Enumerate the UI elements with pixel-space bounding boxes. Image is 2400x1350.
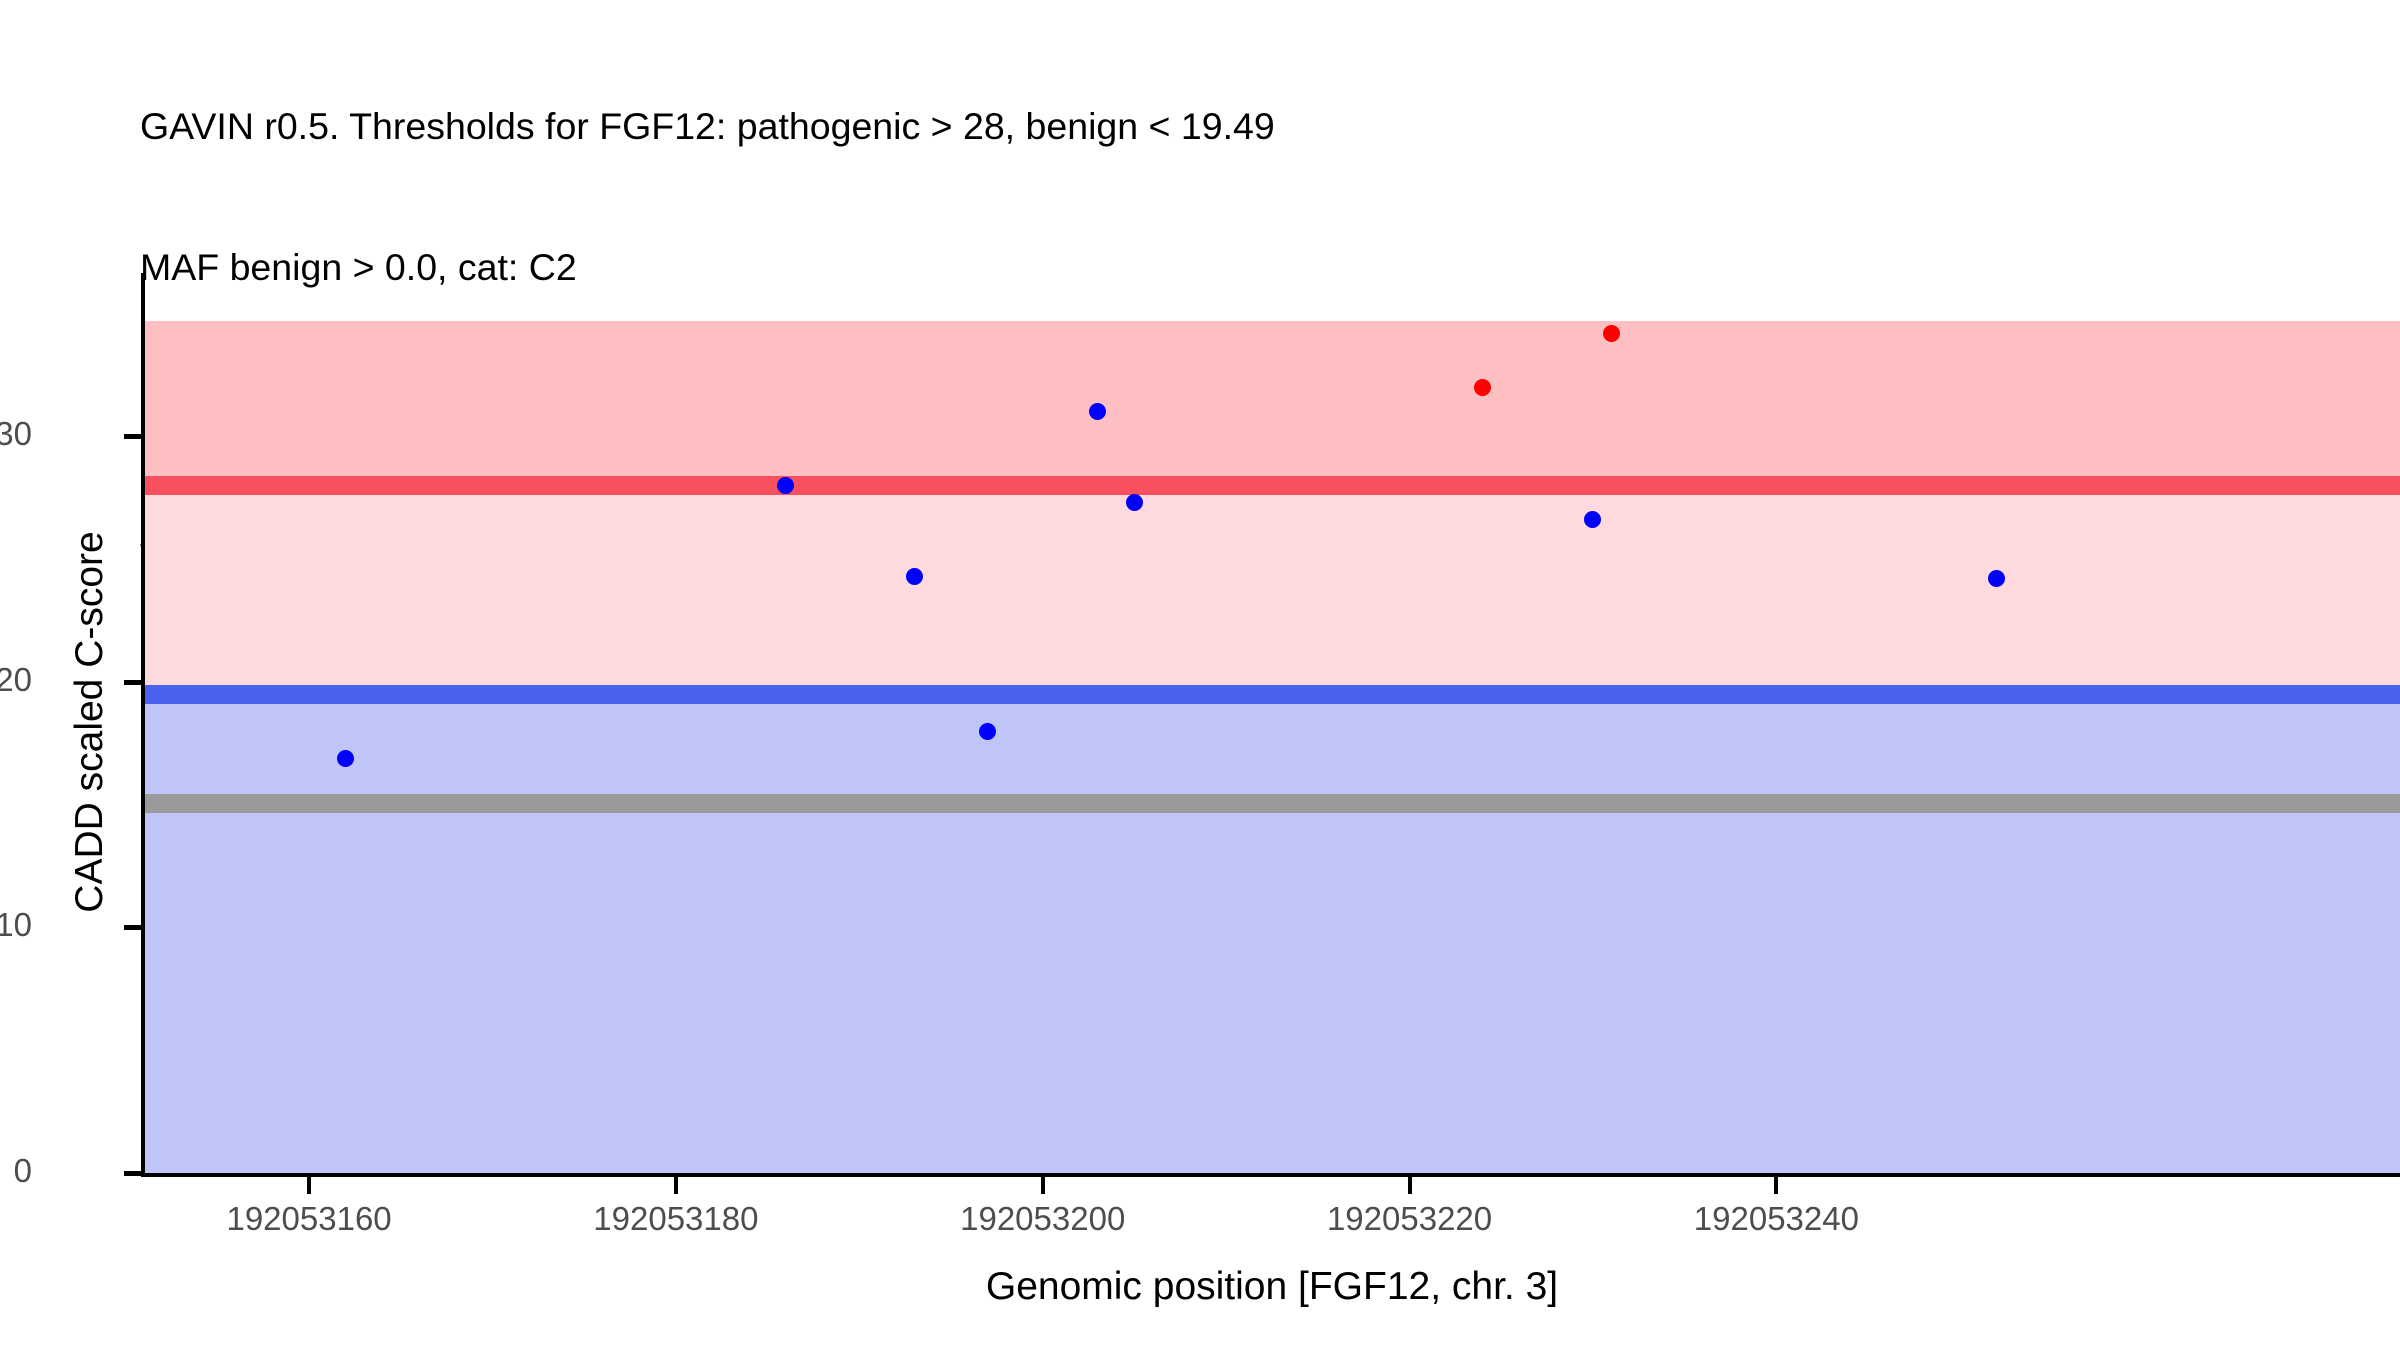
band-ambiguous-band xyxy=(144,485,2400,695)
data-point[interactable] xyxy=(1125,494,1143,512)
x-tick-label: 192053180 xyxy=(593,1200,759,1237)
data-point[interactable] xyxy=(905,567,923,585)
x-tick-label: 192053220 xyxy=(1326,1200,1493,1237)
x-axis-label: Genomic position [FGF12, chr. 3] xyxy=(985,1265,1559,1308)
x-tick-mark xyxy=(673,1177,678,1194)
data-point[interactable] xyxy=(1584,511,1602,529)
y-axis-label-wrap: CADD scaled C-score xyxy=(0,0,111,912)
band-pathogenic-band xyxy=(144,321,2400,486)
x-tick-mark xyxy=(307,1177,312,1194)
data-point[interactable] xyxy=(1474,378,1492,396)
data-point[interactable] xyxy=(1089,403,1107,421)
title-line-2: MAF benign > 0.0, cat: C2 xyxy=(140,246,577,289)
y-tick-label: 20 xyxy=(0,660,32,698)
x-tick-mark xyxy=(1774,1177,1779,1194)
data-point[interactable] xyxy=(337,749,355,767)
y-tick-mark xyxy=(124,1171,141,1176)
data-point[interactable] xyxy=(1602,324,1620,342)
y-tick-label: 30 xyxy=(0,415,32,453)
threshold-line-genome-wide-fallback-threshold xyxy=(144,793,2400,813)
data-point[interactable] xyxy=(979,722,997,740)
threshold-line-pathogenic-threshold xyxy=(144,476,2400,495)
x-tick-label: 192053240 xyxy=(1693,1200,1859,1237)
y-tick-mark xyxy=(124,434,141,440)
y-tick-mark xyxy=(124,925,141,931)
x-tick-mark xyxy=(1040,1177,1045,1194)
band-benign-band xyxy=(144,694,2400,1173)
threshold-line-benign-threshold xyxy=(144,684,2400,704)
x-tick-label: 192053200 xyxy=(960,1200,1126,1237)
title-line-1: GAVIN r0.5. Thresholds for FGF12: pathog… xyxy=(140,104,1275,147)
x-tick-mark xyxy=(1407,1177,1412,1194)
y-axis-label: CADD scaled C-score xyxy=(68,531,111,913)
y-tick-label: 10 xyxy=(0,906,32,944)
y-axis-line xyxy=(141,273,145,1175)
y-tick-label: 0 xyxy=(13,1152,32,1189)
plot-panel xyxy=(144,321,2400,1173)
x-axis-line xyxy=(141,1173,2400,1177)
data-point[interactable] xyxy=(1987,570,2005,588)
x-tick-label: 192053160 xyxy=(226,1200,392,1237)
data-point[interactable] xyxy=(777,477,795,494)
y-tick-mark xyxy=(124,679,141,685)
